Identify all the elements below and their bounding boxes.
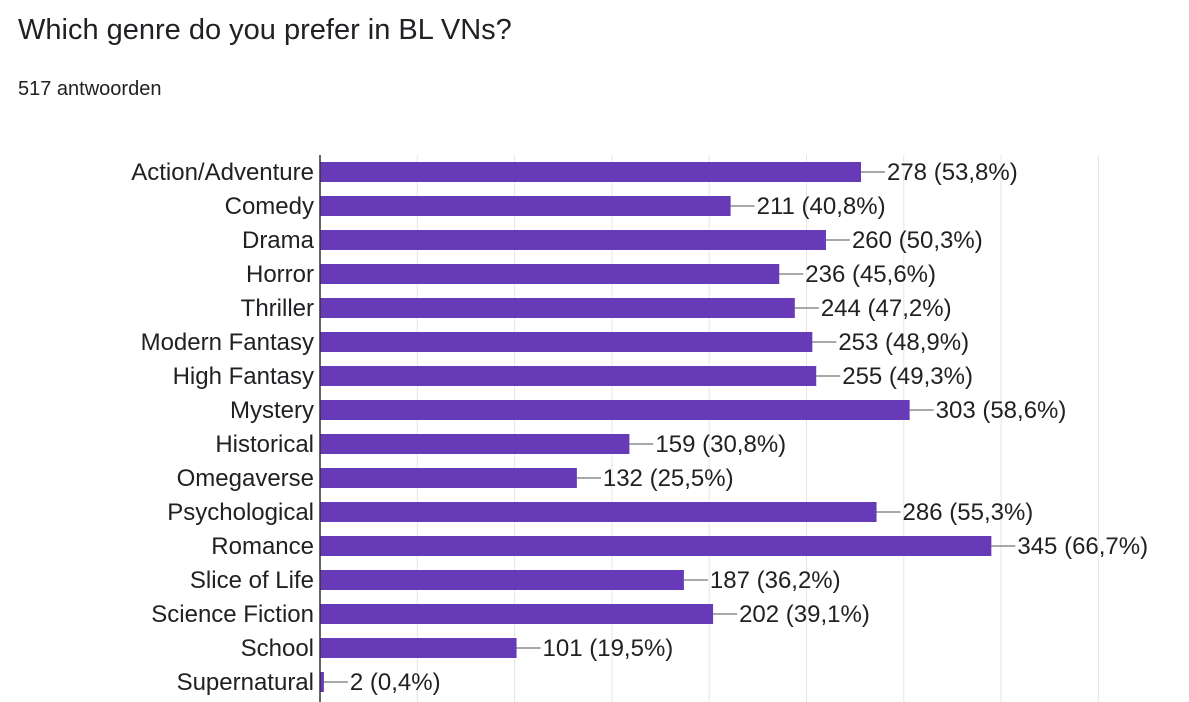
category-label: Slice of Life: [190, 567, 314, 594]
category-label: Psychological: [167, 499, 314, 526]
bar-action-adventure: [320, 162, 861, 182]
data-label: 101 (19,5%): [543, 635, 674, 662]
bar-high-fantasy: [320, 366, 817, 386]
bar-historical: [320, 434, 630, 454]
data-label: 2 (0,4%): [350, 669, 441, 696]
bar-supernatural: [320, 672, 324, 692]
data-label: 253 (48,9%): [838, 329, 969, 356]
bar-psychological: [320, 502, 877, 522]
bar-omegaverse: [320, 468, 577, 488]
category-label: Romance: [211, 533, 314, 560]
data-label: 244 (47,2%): [821, 295, 952, 322]
category-label: High Fantasy: [173, 363, 314, 390]
bar-comedy: [320, 196, 731, 216]
data-label: 159 (30,8%): [655, 431, 786, 458]
chart-title: Which genre do you prefer in BL VNs?: [18, 14, 512, 46]
bar-science-fiction: [320, 604, 714, 624]
bar-drama: [320, 230, 826, 250]
bar-slice-of-life: [320, 570, 684, 590]
data-label: 286 (55,3%): [903, 499, 1034, 526]
category-label: Comedy: [225, 193, 314, 220]
data-label: 278 (53,8%): [887, 159, 1018, 186]
category-label: Drama: [242, 227, 315, 254]
category-label: School: [241, 635, 314, 662]
bar-romance: [320, 536, 992, 556]
category-label: Thriller: [241, 295, 314, 322]
category-label: Modern Fantasy: [141, 329, 314, 356]
data-label: 187 (36,2%): [710, 567, 841, 594]
bar-mystery: [320, 400, 910, 420]
bar-thriller: [320, 298, 795, 318]
data-label: 236 (45,6%): [805, 261, 936, 288]
data-label: 211 (40,8%): [757, 193, 886, 220]
bar-school: [320, 638, 517, 658]
category-label: Science Fiction: [151, 601, 314, 628]
response-count: 517 antwoorden: [18, 78, 162, 100]
data-label: 345 (66,7%): [1017, 533, 1148, 560]
data-label: 255 (49,3%): [842, 363, 973, 390]
category-label: Action/Adventure: [131, 159, 314, 186]
category-label: Historical: [215, 431, 314, 458]
bar-modern-fantasy: [320, 332, 813, 352]
category-label: Omegaverse: [177, 465, 314, 492]
category-label: Supernatural: [177, 669, 314, 696]
category-label: Horror: [246, 261, 314, 288]
data-label: 132 (25,5%): [603, 465, 734, 492]
bar-horror: [320, 264, 780, 284]
data-label: 303 (58,6%): [936, 397, 1067, 424]
data-label: 260 (50,3%): [852, 227, 983, 254]
category-label: Mystery: [230, 397, 314, 424]
data-label: 202 (39,1%): [739, 601, 870, 628]
